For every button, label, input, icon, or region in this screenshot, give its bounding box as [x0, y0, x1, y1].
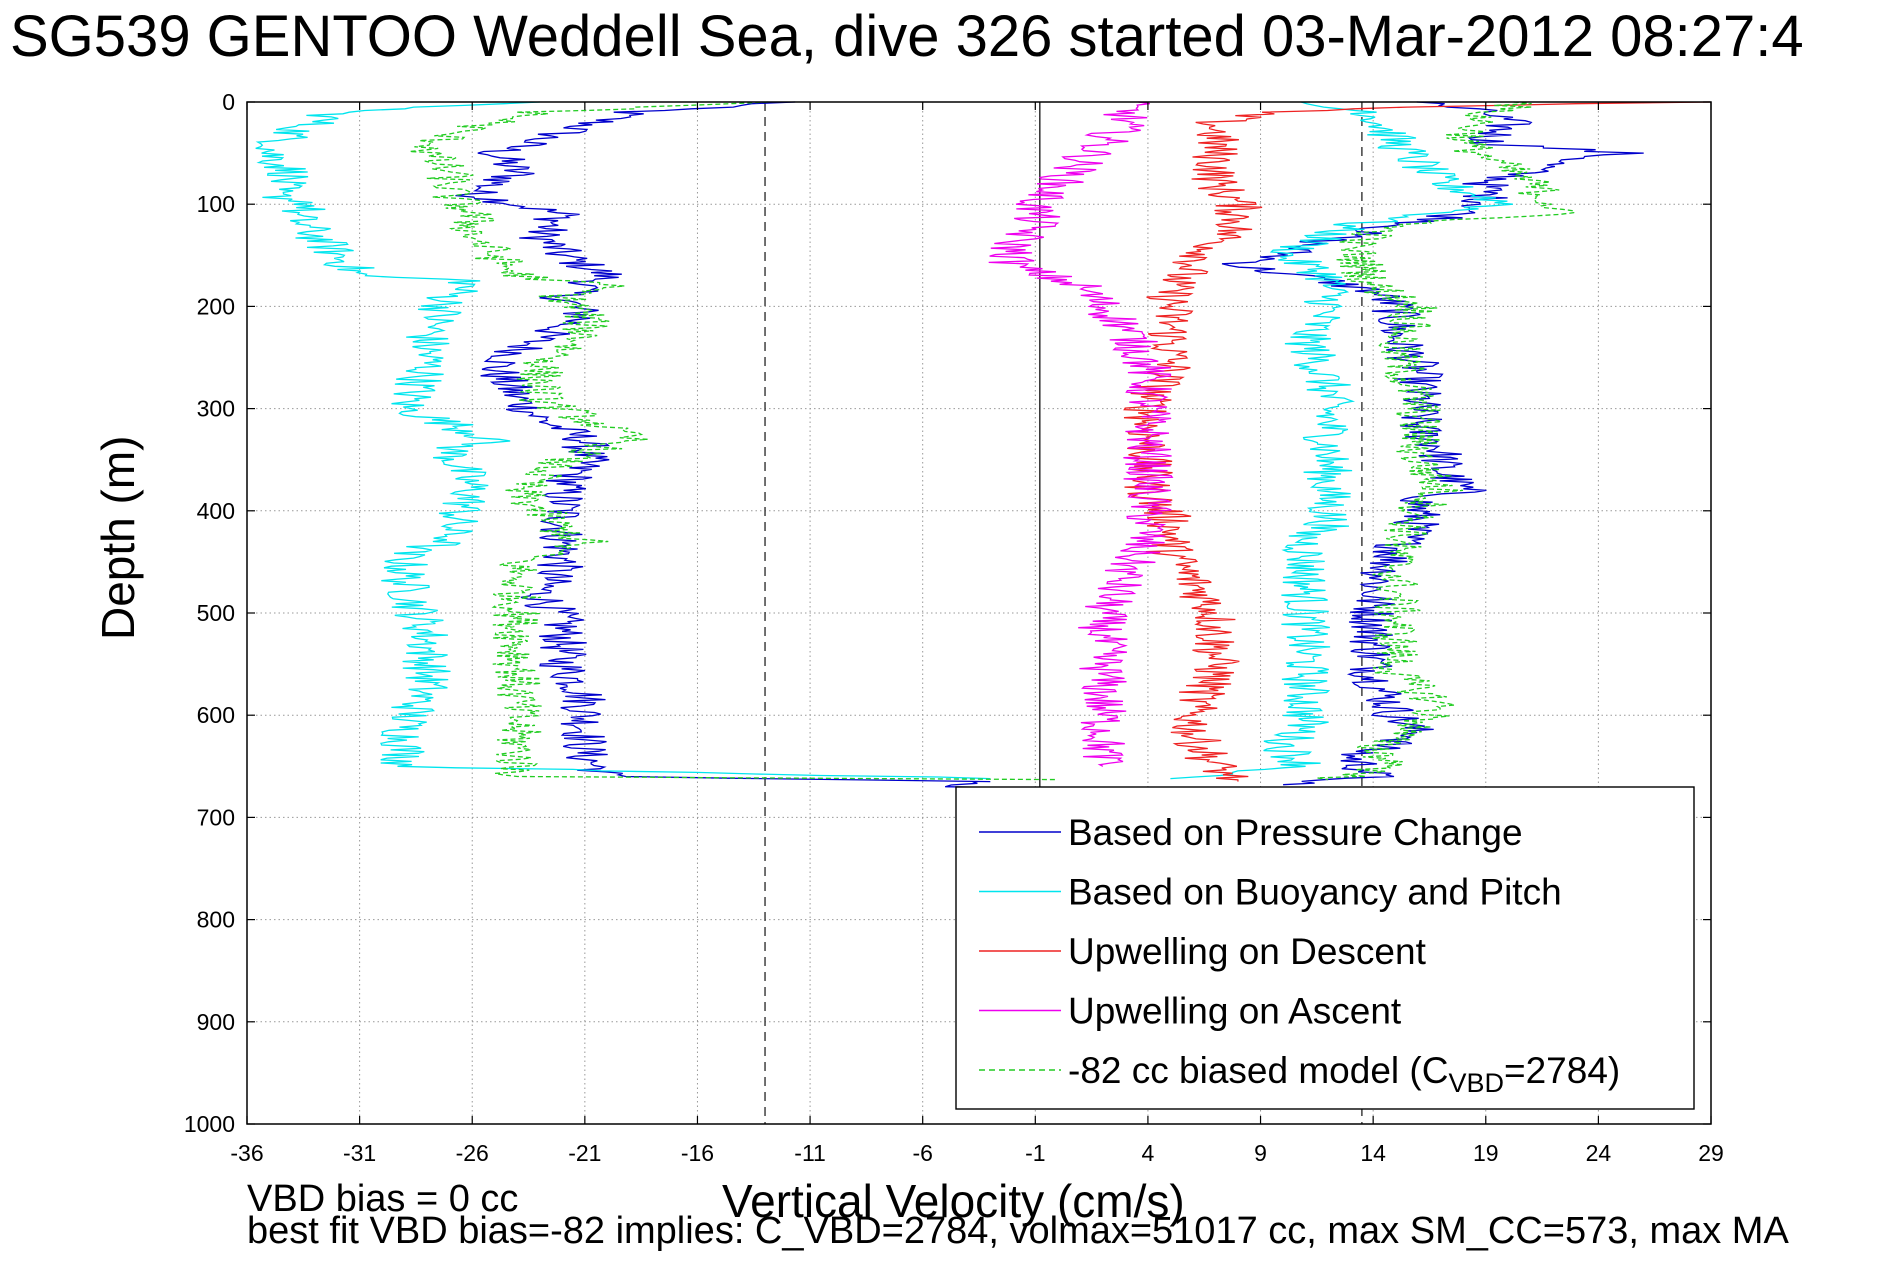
legend-label: Upwelling on Descent — [1068, 931, 1427, 972]
x-tick-label: 29 — [1698, 1140, 1724, 1166]
y-tick-label: 0 — [222, 89, 235, 115]
legend-box — [955, 786, 1695, 1110]
y-tick-label: 700 — [197, 804, 235, 830]
y-tick-label: 100 — [197, 191, 235, 217]
y-tick-label: 200 — [197, 293, 235, 319]
x-tick-label: 24 — [1586, 1140, 1612, 1166]
series-line — [1221, 101, 1644, 786]
y-axis-label: Depth (m) — [92, 435, 144, 640]
x-axis-label: Vertical Velocity (cm/s) — [722, 1175, 1185, 1227]
x-tick-label: 9 — [1254, 1140, 1267, 1166]
y-tick-label: 300 — [197, 396, 235, 422]
series-line — [1170, 101, 1513, 780]
footer-vbd-bias: VBD bias = 0 cc — [247, 1178, 519, 1220]
x-tick-label: 19 — [1473, 1140, 1499, 1166]
series-line — [255, 101, 991, 780]
y-tick-label: 600 — [197, 702, 235, 728]
legend-label: Based on Pressure Change — [1068, 812, 1523, 853]
y-tick-label: 1000 — [184, 1111, 235, 1137]
x-tick-label: 14 — [1360, 1140, 1386, 1166]
series-line — [1317, 101, 1576, 781]
series-line — [409, 101, 1058, 781]
x-tick-label: -36 — [230, 1140, 263, 1166]
chart-title: SG539 GENTOO Weddell Sea, dive 326 start… — [10, 4, 1804, 69]
x-tick-label: -21 — [568, 1140, 601, 1166]
x-tick-label: 4 — [1142, 1140, 1155, 1166]
x-tick-label: -1 — [1025, 1140, 1045, 1166]
series-line — [455, 101, 991, 783]
y-tick-label: 900 — [197, 1009, 235, 1035]
y-tick-label: 800 — [197, 907, 235, 933]
series-layer — [255, 101, 1710, 790]
y-tick-label: 400 — [197, 498, 235, 524]
axis-ticks: -36 -31 -26 -21 -16 -11 -6 -1 4 9 14 19 24 29 0 100 200 3… — [184, 89, 1724, 1166]
footer-best-fit: best fit VBD bias=-82 implies: C_VBD=278… — [247, 1210, 1789, 1252]
x-tick-label: -16 — [681, 1140, 714, 1166]
legend: Based on Pressure Change Based on Buoyanc… — [955, 786, 1695, 1110]
x-tick-label: -26 — [456, 1140, 489, 1166]
legend-label: -82 cc biased model (CVBD=2784) — [1068, 1050, 1620, 1098]
x-tick-label: -6 — [912, 1140, 932, 1166]
series-line — [988, 101, 1174, 767]
legend-label: Upwelling on Ascent — [1068, 991, 1402, 1032]
x-tick-label: -11 — [794, 1140, 826, 1166]
series-line — [1123, 101, 1710, 782]
legend-label: Based on Buoyancy and Pitch — [1068, 872, 1562, 913]
y-tick-label: 500 — [197, 600, 235, 626]
x-tick-label: -31 — [343, 1140, 376, 1166]
